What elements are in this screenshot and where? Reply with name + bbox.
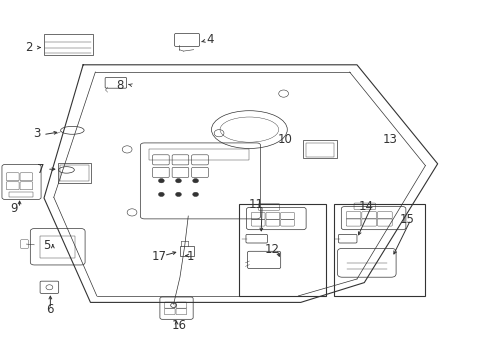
Circle shape: [192, 179, 198, 183]
Bar: [40, 236, 75, 258]
Text: 16: 16: [171, 319, 186, 332]
Text: 3: 3: [33, 127, 41, 140]
Circle shape: [158, 179, 164, 183]
Text: 12: 12: [264, 243, 279, 256]
Text: 17: 17: [151, 250, 166, 263]
Text: 15: 15: [399, 213, 413, 226]
Text: 5: 5: [42, 239, 50, 252]
Text: 13: 13: [382, 133, 397, 146]
Bar: [44, 34, 93, 55]
Circle shape: [158, 192, 164, 197]
Bar: [334, 204, 424, 296]
Text: 9: 9: [10, 202, 18, 215]
Text: 7: 7: [37, 163, 44, 176]
Bar: [180, 246, 193, 256]
Text: 2: 2: [25, 41, 33, 54]
Text: 4: 4: [206, 33, 214, 46]
Bar: [60, 165, 88, 181]
Circle shape: [175, 192, 181, 197]
Bar: [303, 140, 337, 158]
Bar: [149, 149, 249, 160]
Text: 8: 8: [116, 79, 123, 92]
Text: 11: 11: [248, 198, 263, 211]
Circle shape: [175, 179, 181, 183]
Text: 14: 14: [358, 201, 372, 213]
Text: 6: 6: [46, 303, 54, 316]
Text: 1: 1: [186, 250, 194, 263]
Circle shape: [192, 192, 198, 197]
Bar: [9, 192, 33, 197]
Bar: [58, 163, 91, 183]
Bar: [305, 143, 334, 157]
Text: 10: 10: [277, 133, 292, 146]
Bar: [238, 204, 325, 296]
